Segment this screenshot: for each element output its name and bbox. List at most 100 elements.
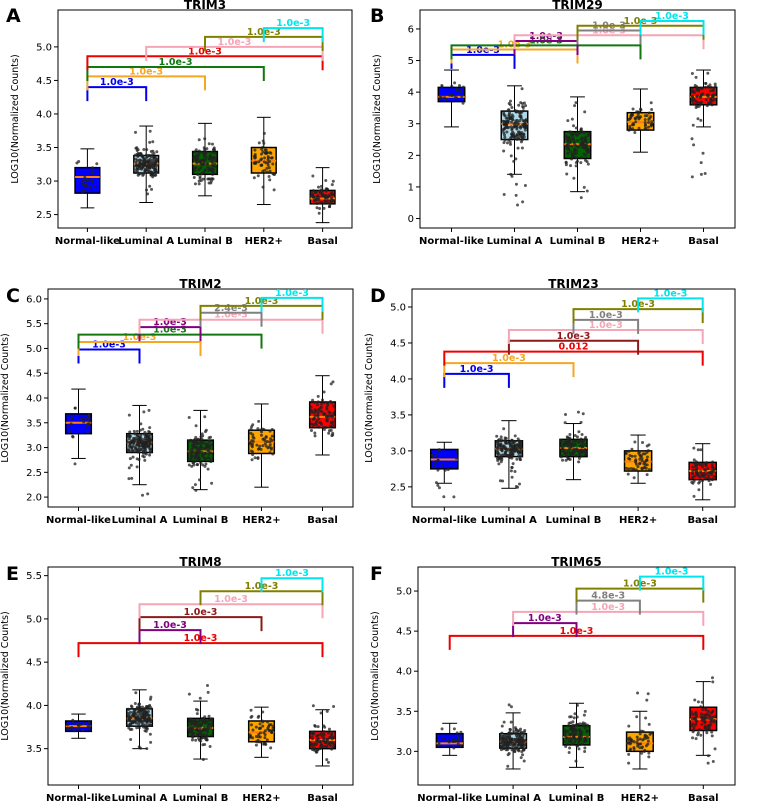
data-point [505, 742, 509, 746]
data-point [203, 152, 207, 156]
data-point [640, 459, 644, 463]
data-point [700, 87, 704, 91]
data-point [634, 459, 638, 463]
data-point [570, 144, 574, 148]
data-point [709, 97, 713, 101]
bracket-line [77, 341, 202, 357]
x-tick-label: Luminal B [546, 515, 602, 526]
chart-title: TRIM3 [184, 0, 226, 12]
data-point [624, 452, 628, 456]
data-point [146, 713, 150, 717]
data-point [129, 724, 133, 728]
data-point [692, 479, 696, 483]
data-point [647, 125, 651, 129]
data-point [517, 103, 521, 107]
data-point [706, 95, 710, 99]
data-point [211, 156, 215, 160]
data-point [148, 697, 152, 701]
data-point [254, 725, 258, 729]
data-point [573, 712, 577, 716]
data-point [197, 138, 201, 142]
data-point [643, 124, 647, 128]
data-point [69, 422, 73, 426]
p-value-label: 1.0e-3 [184, 607, 218, 618]
data-point [585, 144, 589, 148]
data-point [450, 93, 454, 97]
data-point [564, 443, 568, 447]
data-point [712, 475, 716, 479]
data-point [516, 203, 520, 207]
data-point [712, 718, 716, 722]
data-point [139, 158, 143, 162]
data-point [564, 458, 568, 462]
data-point [509, 142, 513, 146]
data-point [513, 726, 517, 730]
data-point [507, 108, 511, 112]
y-tick-label: 4.0 [26, 701, 42, 712]
p-value-label: 4.8e-3 [591, 591, 625, 602]
data-point [630, 454, 634, 458]
data-point [508, 140, 512, 144]
data-point [140, 721, 144, 725]
data-point [520, 744, 524, 748]
data-point [579, 420, 583, 424]
data-point [84, 425, 88, 429]
data-point [268, 451, 272, 455]
data-point [710, 730, 714, 734]
panel-c: C TRIM2 2.0 2.5 3.0 3.5 4.0 4.5 5.0 5.5 6.0 LOG10(N… [0, 277, 354, 526]
data-point [707, 479, 711, 483]
data-point [261, 139, 265, 143]
data-point [194, 148, 198, 152]
data-point [632, 747, 636, 751]
panel-letter: E [6, 563, 19, 585]
data-point [643, 118, 647, 122]
data-point [128, 710, 132, 714]
box-her2- [247, 403, 276, 488]
data-point [141, 173, 145, 177]
data-point [508, 448, 512, 452]
data-point [649, 101, 653, 105]
data-point [514, 157, 518, 161]
data-point [576, 441, 580, 445]
data-point [510, 475, 514, 479]
data-point [262, 731, 266, 735]
data-point [263, 156, 267, 160]
data-point [629, 466, 633, 470]
bracket-line [138, 318, 324, 334]
data-point [329, 428, 333, 432]
data-point [574, 156, 578, 160]
data-point [690, 717, 694, 721]
data-point [207, 181, 211, 185]
data-point [264, 444, 268, 448]
x-tick-label: HER2+ [242, 793, 280, 804]
data-point [320, 734, 324, 738]
data-point [647, 755, 651, 759]
p-value-label: 1.0e-3 [557, 331, 591, 342]
data-point [693, 716, 697, 720]
data-point [522, 759, 526, 763]
data-point [695, 94, 699, 98]
data-point [507, 441, 511, 445]
data-point [257, 419, 261, 423]
data-point [509, 469, 513, 473]
data-point [577, 430, 581, 434]
box-basal [309, 167, 336, 224]
box-luminal-a [494, 420, 524, 489]
data-point [565, 435, 569, 439]
data-point [194, 488, 198, 492]
data-point [251, 728, 255, 732]
data-point [142, 709, 146, 713]
data-point [646, 692, 650, 696]
data-point [573, 104, 577, 108]
data-point [518, 732, 522, 736]
data-point [259, 433, 263, 437]
significance-bracket: 1.0e-3 [86, 66, 206, 91]
box-luminal-a [133, 125, 160, 204]
data-point [640, 751, 644, 755]
significance-bracket: 1.0e-3 [260, 568, 324, 593]
data-point [309, 405, 313, 409]
data-point [713, 82, 717, 86]
data-point [459, 90, 463, 94]
data-point [195, 712, 199, 716]
data-point [706, 761, 710, 765]
